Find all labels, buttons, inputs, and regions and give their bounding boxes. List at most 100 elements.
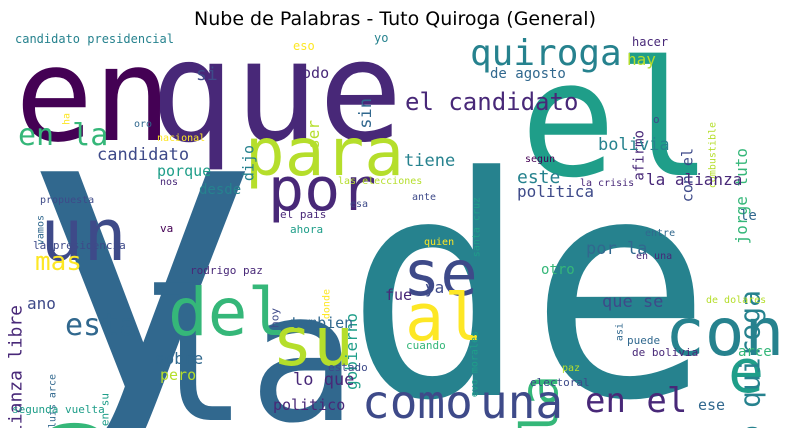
word-53: la crisis: [580, 178, 634, 189]
word-73: donde: [322, 289, 333, 319]
word-12: se: [403, 237, 478, 310]
word-65: le: [740, 208, 757, 224]
word-55: ante: [412, 192, 436, 203]
word-62: el pais: [280, 208, 326, 221]
word-37: afirmo: [632, 130, 648, 181]
word-70: por la: [586, 239, 647, 259]
word-43: ha: [62, 113, 73, 125]
word-64: ahora: [290, 223, 323, 236]
word-60: vamos: [36, 215, 47, 245]
word-32: todo: [293, 64, 329, 82]
word-68: entre: [645, 228, 675, 239]
word-87: cuando: [406, 339, 446, 352]
word-47: con el: [678, 148, 696, 202]
word-6: lo: [0, 415, 135, 428]
word-8: por: [268, 155, 376, 225]
word-40: candidato: [97, 145, 189, 165]
word-17: como: [362, 375, 473, 428]
word-98: ese: [698, 396, 725, 414]
word-25: mas: [35, 247, 82, 277]
word-69: en una: [636, 251, 672, 262]
word-76: ya: [425, 278, 444, 297]
word-99: segunda vuelta: [12, 403, 105, 416]
word-83: tambien: [290, 314, 353, 332]
word-42: nacional: [157, 133, 205, 144]
word-34: si: [196, 64, 218, 85]
word-7: para: [245, 114, 404, 191]
word-78: evo morales: [470, 331, 481, 397]
word-57: santa cruz: [472, 197, 483, 257]
word-49: tiene: [404, 151, 455, 171]
word-52: la alianza: [646, 170, 742, 189]
word-71: quien: [424, 237, 454, 248]
word-74: otro: [541, 262, 575, 278]
word-48: o: [653, 113, 660, 126]
word-96: electoral: [530, 376, 590, 389]
word-92: pero: [160, 366, 196, 384]
figure-title: Nube de Palabras - Tuto Quiroga (General…: [194, 8, 596, 30]
word-44: dijo: [239, 145, 257, 181]
word-45: porque: [157, 162, 211, 180]
word-88: luis arce: [48, 374, 59, 428]
word-85: puede: [627, 334, 660, 347]
word-93: lo que: [293, 370, 354, 390]
word-21: el candidato: [405, 88, 578, 116]
word-66: va: [160, 222, 173, 235]
word-81: hoy: [268, 308, 281, 328]
word-56: las elecciones: [338, 176, 422, 187]
word-75: rodrigo paz: [190, 264, 263, 277]
word-58: desde: [199, 182, 241, 198]
word-54: segun: [525, 154, 555, 165]
word-11: su: [272, 303, 354, 382]
word-95: en su: [98, 393, 111, 426]
word-46: bolivia: [598, 135, 670, 155]
word-63: esa: [350, 199, 368, 210]
word-10: del: [168, 274, 287, 351]
word-0: de: [345, 112, 712, 428]
word-77: fue: [385, 286, 412, 304]
word-28: yo: [374, 31, 388, 45]
word-82: de dolares: [706, 295, 766, 306]
word-22: tuto quiroga: [733, 290, 766, 428]
word-67: la presidencia: [33, 239, 126, 252]
word-24: esta: [65, 308, 137, 343]
word-61: propuesta: [40, 195, 94, 206]
word-59: nos: [160, 177, 178, 188]
word-20: quiroga: [470, 33, 622, 74]
word-41: oro: [134, 119, 152, 130]
word-89: de bolivia: [632, 346, 698, 359]
word-15: e: [728, 337, 764, 407]
word-38: jorge tuto: [732, 148, 751, 244]
word-23: en la: [18, 118, 108, 153]
word-19: en el: [585, 381, 687, 421]
word-36: sin: [356, 98, 376, 129]
word-16: de la: [511, 375, 571, 428]
word-31: hay: [627, 50, 656, 69]
word-14: con: [665, 294, 784, 371]
word-1: y: [20, 20, 261, 428]
word-2: que: [150, 11, 403, 174]
word-5: la: [140, 254, 357, 428]
word-90: arce: [738, 344, 772, 360]
word-30: hacer: [632, 35, 668, 49]
word-50: este: [517, 167, 560, 188]
word-18: una: [480, 375, 563, 428]
word-86: sobre: [155, 349, 203, 368]
word-80: ano: [27, 294, 56, 313]
word-35: ser: [304, 120, 323, 149]
word-9: un: [40, 193, 127, 277]
word-72: gobierno: [342, 313, 361, 390]
word-91: estado: [328, 361, 368, 374]
word-26: alianza libre: [6, 305, 27, 428]
word-39: combustible: [708, 122, 719, 188]
word-3: en: [15, 19, 172, 171]
word-79: que se: [602, 292, 663, 312]
word-84: asi: [615, 323, 626, 341]
word-94: paz: [562, 363, 580, 374]
word-29: eso: [293, 39, 315, 53]
word-33: de agosto: [490, 66, 566, 82]
word-97: politico: [273, 396, 345, 414]
word-27: candidato presidencial: [15, 32, 174, 46]
